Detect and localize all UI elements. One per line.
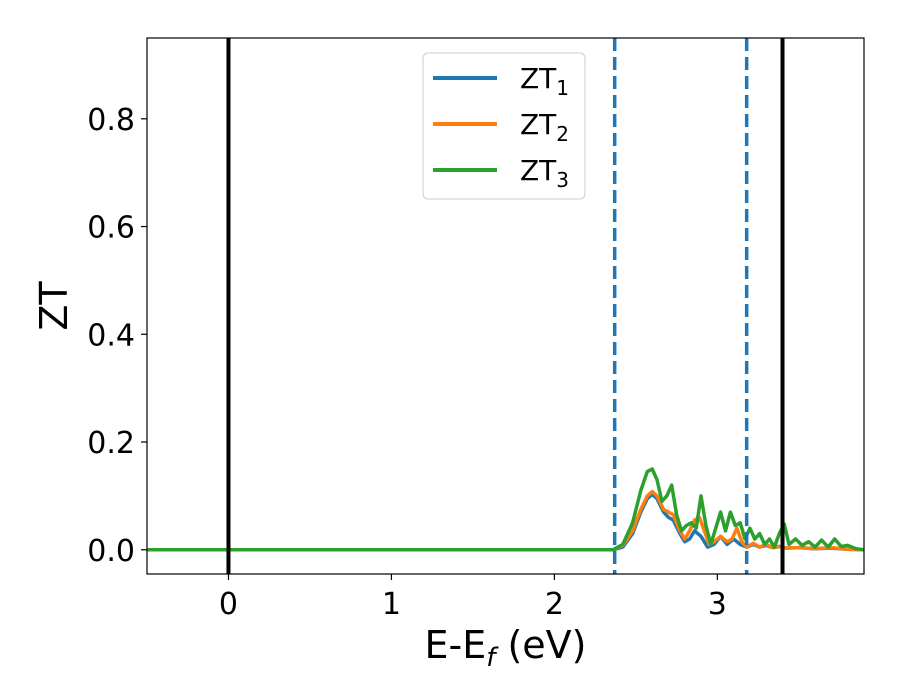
legend-label-2: ZT2: [520, 108, 569, 146]
x-axis-label-main: E-E: [425, 623, 487, 667]
plot-area: [146, 37, 865, 575]
legend-label-subscript: 2: [556, 122, 569, 146]
x-tick-label: 3: [708, 587, 727, 622]
legend-label-main: ZT: [520, 108, 557, 141]
legend-label-3: ZT3: [520, 154, 569, 192]
series-line-2: [147, 489, 864, 552]
series-line-1: [147, 492, 864, 552]
y-tick-label: 0.4: [87, 318, 135, 353]
x-tick-label: 2: [545, 587, 564, 622]
y-tick-label: 0.0: [87, 534, 135, 569]
y-axis-label: ZT: [32, 281, 76, 331]
plot-frame: [146, 37, 865, 575]
legend-box: [422, 52, 586, 200]
legend-label-1: ZT1: [520, 62, 569, 100]
axis-ticks: 0 1 2 3 0.0 0.2 0.4 0.6 0.8: [87, 103, 727, 622]
x-axis-label: E-Ef (eV): [425, 623, 587, 673]
legend-label-subscript: 1: [556, 76, 569, 100]
legend-label-main: ZT: [520, 154, 557, 187]
x-tick-label: 0: [219, 587, 238, 622]
series-line-3: [147, 467, 864, 552]
x-axis-label-unit: (eV): [495, 623, 586, 667]
plot-inner: [147, 38, 864, 574]
y-tick-label: 0.8: [87, 103, 135, 138]
legend-label-subscript: 3: [556, 168, 569, 192]
y-tick-label: 0.6: [87, 211, 135, 246]
y-tick-label: 0.2: [87, 426, 135, 461]
legend-label-main: ZT: [520, 62, 557, 95]
x-tick-label: 1: [382, 587, 401, 622]
